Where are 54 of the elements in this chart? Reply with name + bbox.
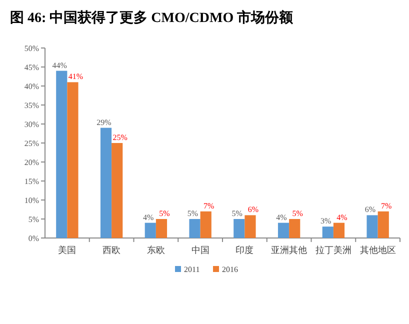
data-label: 6% — [248, 205, 259, 214]
data-label: 5% — [159, 209, 170, 218]
y-tick-label: 35% — [24, 101, 40, 110]
bar — [156, 219, 168, 238]
y-tick-label: 0% — [28, 234, 40, 243]
data-label: 3% — [320, 216, 332, 226]
chart-title: 图 46: 中国获得了更多 CMO/CDMO 市场份额 — [10, 9, 294, 26]
bar — [366, 215, 378, 238]
data-label: 6% — [364, 205, 376, 214]
y-tick-label: 10% — [24, 196, 40, 205]
y-tick-label: 50% — [24, 44, 40, 53]
x-tick-label: 其他地区 — [360, 245, 396, 255]
bar — [234, 219, 245, 238]
y-tick-label: 45% — [24, 63, 40, 72]
bar — [200, 211, 212, 238]
y-tick-label: 40% — [24, 82, 40, 91]
data-label: 4% — [336, 212, 348, 222]
data-label: 5% — [232, 209, 243, 218]
bar — [333, 222, 345, 238]
x-tick-label: 印度 — [236, 245, 254, 255]
bar — [322, 226, 334, 238]
data-label: 4% — [276, 212, 288, 222]
bar — [189, 219, 200, 238]
x-tick-label: 亚洲其他 — [271, 245, 308, 255]
y-tick-label: 30% — [24, 120, 40, 129]
y-tick-label: 25% — [24, 139, 40, 148]
bar — [244, 215, 256, 238]
x-tick-label: 拉丁美洲 — [315, 245, 352, 255]
data-label: 44% — [52, 60, 68, 70]
legend-label: 2016 — [222, 265, 238, 274]
x-tick-label: 西欧 — [102, 245, 121, 255]
x-tick-label: 美国 — [58, 245, 76, 255]
data-label: 7% — [204, 201, 215, 210]
data-label: 5% — [187, 209, 198, 218]
data-label: 4% — [143, 212, 154, 222]
bar — [289, 219, 300, 238]
bar — [278, 222, 290, 238]
bar — [112, 143, 123, 238]
data-label: 29% — [96, 118, 112, 127]
bar — [56, 70, 68, 238]
x-tick-label: 中国 — [191, 245, 210, 255]
y-tick-label: 5% — [28, 215, 40, 224]
data-label: 41% — [68, 72, 84, 82]
bar — [378, 211, 389, 238]
bar — [144, 222, 156, 238]
bar — [67, 82, 78, 238]
y-tick-label: 15% — [24, 177, 40, 186]
legend-label: 2011 — [184, 265, 200, 274]
bar — [100, 128, 112, 238]
data-label: 25% — [112, 133, 128, 142]
x-tick-label: 东欧 — [146, 245, 165, 255]
data-label: 7% — [381, 201, 392, 210]
y-tick-label: 20% — [24, 158, 40, 167]
data-label: 5% — [292, 209, 304, 218]
